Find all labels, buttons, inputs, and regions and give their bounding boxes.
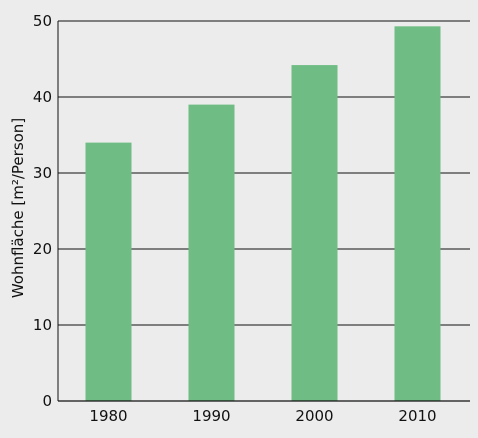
y-tick-label: 20 xyxy=(33,240,52,258)
x-tick-label: 2010 xyxy=(398,407,436,425)
y-tick-label: 40 xyxy=(33,88,52,106)
y-tick-label: 0 xyxy=(42,392,52,410)
bar xyxy=(291,65,338,401)
x-tick-label: 1990 xyxy=(192,407,230,425)
bar xyxy=(394,26,441,401)
tick-labels: 0 10 20 30 40 50 1980 1990 2000 2010 xyxy=(33,12,437,425)
y-tick-label: 50 xyxy=(33,12,52,30)
axes xyxy=(57,21,470,402)
bar xyxy=(85,142,132,401)
x-tick-label: 1980 xyxy=(89,407,127,425)
bars xyxy=(85,26,441,401)
bar xyxy=(188,104,235,401)
x-tick-label: 2000 xyxy=(295,407,333,425)
y-axis-label: Wohnfläche [m²/Person] xyxy=(9,118,27,298)
y-tick-label: 30 xyxy=(33,164,52,182)
y-tick-label: 10 xyxy=(33,316,52,334)
